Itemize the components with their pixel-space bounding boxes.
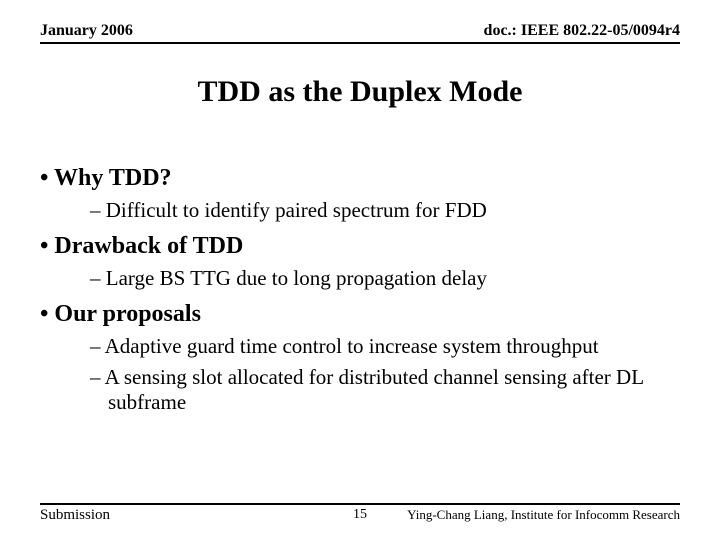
slide-footer: Submission 15 Ying-Chang Liang, Institut…: [40, 503, 680, 524]
header-docref: doc.: IEEE 802.22-05/0094r4: [484, 22, 680, 40]
bullet-group: Drawback of TDD Large BS TTG due to long…: [40, 233, 680, 291]
slide-header: January 2006 doc.: IEEE 802.22-05/0094r4: [40, 22, 680, 44]
bullet-group: Why TDD? Difficult to identify paired sp…: [40, 165, 680, 223]
slide-content: Why TDD? Difficult to identify paired sp…: [40, 155, 680, 419]
bullet-l1: Our proposals: [40, 301, 680, 328]
bullet-l1: Drawback of TDD: [40, 233, 680, 260]
slide: January 2006 doc.: IEEE 802.22-05/0094r4…: [0, 0, 720, 540]
bullet-l2: Adaptive guard time control to increase …: [90, 334, 680, 359]
bullet-l2: A sensing slot allocated for distributed…: [90, 365, 680, 415]
footer-author: Ying-Chang Liang, Institute for Infocomm…: [407, 507, 680, 523]
footer-pagenum: 15: [353, 507, 367, 523]
slide-title: TDD as the Duplex Mode: [0, 75, 720, 109]
bullet-group: Our proposals Adaptive guard time contro…: [40, 301, 680, 415]
bullet-l2: Difficult to identify paired spectrum fo…: [90, 198, 680, 223]
header-date: January 2006: [40, 22, 133, 40]
bullet-l2: Large BS TTG due to long propagation del…: [90, 266, 680, 291]
bullet-l1: Why TDD?: [40, 165, 680, 192]
footer-left: Submission: [40, 507, 110, 524]
